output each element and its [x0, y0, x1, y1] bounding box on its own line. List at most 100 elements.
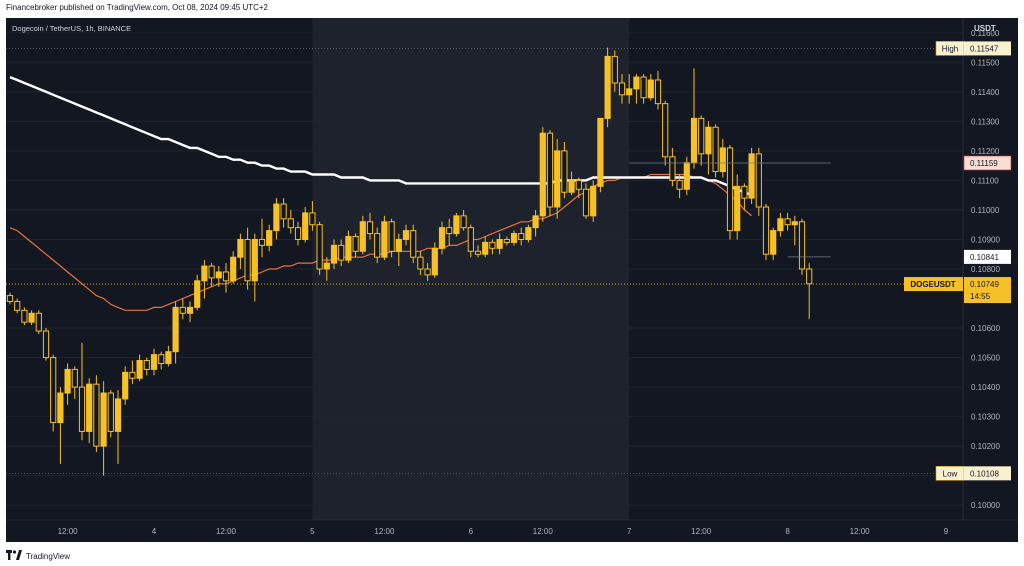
candle	[453, 212, 460, 237]
candle	[561, 142, 568, 199]
candle-body	[14, 300, 21, 311]
candle-body	[395, 238, 402, 252]
x-tick-label: 6	[469, 527, 474, 536]
candle-body	[734, 185, 741, 232]
price-tag-value: 0.11159	[970, 159, 998, 168]
candle-body	[287, 218, 294, 229]
candle	[78, 342, 86, 441]
price-tag-value-bg	[964, 466, 1011, 481]
candle	[129, 360, 136, 385]
x-tick-label: 12:00	[374, 527, 395, 536]
candle	[42, 328, 50, 361]
candle-body	[424, 268, 431, 276]
candle-body	[777, 218, 784, 232]
candle	[352, 233, 359, 258]
candle-body	[532, 215, 539, 229]
candle	[784, 212, 791, 231]
candle-body	[71, 368, 78, 388]
candle	[122, 366, 129, 405]
candle-body	[575, 179, 582, 190]
candle	[554, 139, 561, 219]
candle	[294, 221, 302, 246]
candle-body	[546, 132, 554, 208]
candle	[503, 236, 510, 246]
candle-body	[330, 244, 338, 264]
candle-body	[618, 82, 626, 96]
candle-body	[273, 203, 280, 232]
candle-body	[784, 218, 791, 226]
candle-body	[798, 221, 806, 270]
candle-body	[381, 221, 388, 258]
candle-body	[222, 271, 230, 282]
ma-long-line	[9, 75, 753, 197]
candle	[496, 233, 503, 255]
candle-body	[690, 117, 698, 164]
candle	[726, 144, 734, 240]
candle	[741, 183, 748, 210]
candle	[417, 251, 424, 275]
candle	[273, 198, 280, 240]
symbol-title: Dogecoin / TetherUS, 1h, BINANCE	[12, 24, 132, 33]
candle	[438, 221, 446, 255]
candle	[482, 236, 489, 258]
candle	[100, 381, 107, 476]
candle-body	[93, 383, 100, 447]
candle	[136, 354, 143, 382]
candle	[194, 274, 201, 311]
candle	[374, 227, 381, 264]
candle-body	[388, 221, 395, 252]
candle-body	[633, 76, 640, 90]
candle-body	[791, 221, 798, 226]
candle	[93, 375, 100, 453]
x-tick-label: 8	[785, 527, 790, 536]
candle	[266, 224, 273, 252]
candle-body	[561, 150, 568, 193]
candle	[359, 215, 366, 255]
candle	[186, 301, 194, 323]
x-tick-label: 7	[627, 527, 632, 536]
candle	[568, 171, 575, 196]
candle-body	[669, 156, 676, 181]
candle-body	[136, 360, 143, 379]
candle-body	[741, 185, 748, 199]
candle-body	[662, 103, 669, 158]
candle-body	[215, 271, 222, 279]
candle-body	[143, 360, 150, 370]
candle	[518, 227, 525, 246]
candle-body	[230, 256, 237, 282]
candle	[251, 233, 258, 302]
candle-body	[539, 132, 546, 217]
candle-body	[374, 233, 381, 258]
candlestick-chart[interactable]: 0.11600 0.11500 0.11400 0.11300 0.11200 0.111…	[6, 18, 1018, 542]
candle	[208, 263, 215, 287]
candle-body	[518, 233, 525, 240]
candle	[179, 298, 186, 320]
candle	[21, 307, 28, 326]
y-tick-label: 0.10900	[971, 235, 1000, 244]
candle-body	[460, 215, 467, 229]
candle-body	[712, 126, 719, 173]
candle-body	[280, 203, 287, 220]
candle	[762, 204, 770, 261]
candle	[28, 310, 35, 326]
candle-body	[647, 79, 654, 99]
y-tick-label: 0.11100	[971, 176, 999, 185]
candle-body	[770, 230, 777, 255]
price-tag-value: 0.11547	[970, 44, 999, 53]
price-tag: High 0.11547	[935, 41, 1011, 56]
candle-body	[129, 371, 136, 379]
candle-body	[489, 241, 496, 249]
x-tick-label: 12:00	[533, 527, 554, 536]
candle	[690, 68, 698, 169]
chart-panel[interactable]: 0.11600 0.11500 0.11400 0.11300 0.11200 0.111…	[6, 18, 1018, 542]
candle	[698, 115, 705, 166]
candle	[654, 71, 662, 110]
candle	[791, 215, 798, 246]
y-tick-label: 0.10600	[971, 324, 1000, 333]
candle-body	[208, 265, 215, 279]
candle-body	[762, 206, 770, 255]
candle	[582, 183, 590, 219]
candle	[316, 221, 323, 275]
candle	[532, 209, 539, 237]
candle-body	[590, 185, 597, 217]
